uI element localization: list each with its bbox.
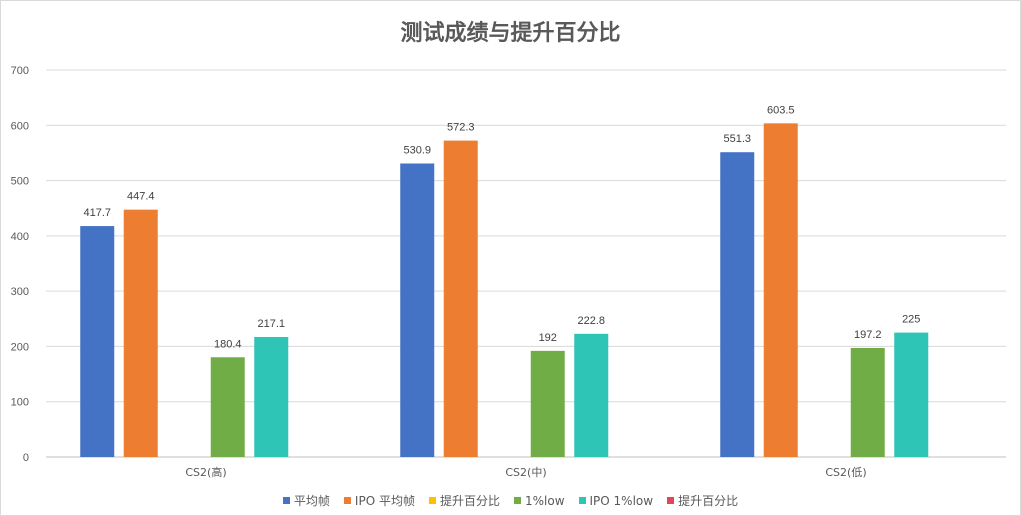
bar [254, 336, 289, 457]
data-label: 530.9 [403, 144, 431, 156]
x-tick-label: CS2(低) [825, 466, 866, 479]
legend-item: 1%low [513, 492, 565, 509]
bar [443, 140, 478, 457]
y-tick-label: 200 [11, 341, 29, 353]
x-tick-label: CS2(中) [505, 466, 546, 479]
legend-swatch [578, 497, 586, 504]
legend-label: IPO 1%low [589, 493, 654, 508]
chart-legend: 平均帧 IPO 平均帧 提升百分比 1%low IPO 1%low 提升百分比 [1, 492, 1020, 509]
legend-item: IPO 平均帧 [343, 492, 415, 509]
y-tick-label: 600 [11, 120, 29, 132]
data-label: 603.5 [767, 104, 795, 116]
y-tick-label: 0 [23, 452, 29, 464]
legend-label: 提升百分比 [439, 494, 500, 508]
legend-item: 提升百分比 [428, 492, 500, 509]
chart-title: 测试成绩与提升百分比 [400, 21, 621, 46]
data-label: 551.3 [723, 133, 751, 145]
data-label: 197.2 [854, 329, 882, 341]
legend-label: 1%low [524, 493, 565, 508]
bar [574, 333, 609, 457]
bar [850, 347, 885, 457]
data-label: 222.8 [577, 315, 605, 327]
legend-label: IPO 平均帧 [354, 494, 415, 508]
data-label: 417.7 [83, 207, 111, 219]
bar [530, 350, 565, 457]
legend-swatch [428, 497, 436, 504]
legend-swatch [343, 497, 351, 504]
data-label: 180.4 [214, 338, 242, 350]
y-tick-label: 100 [11, 397, 29, 409]
legend-swatch [513, 497, 521, 504]
legend-item: IPO 1%low [578, 492, 654, 509]
bar [210, 357, 245, 457]
y-tick-label: 300 [11, 286, 29, 298]
bar [720, 152, 755, 458]
legend-item: 平均帧 [282, 492, 330, 509]
bar [400, 163, 435, 457]
data-label: 217.1 [257, 318, 285, 330]
legend-label: 提升百分比 [678, 494, 739, 508]
bar [894, 332, 929, 457]
legend-swatch [282, 497, 290, 504]
y-tick-label: 400 [11, 231, 29, 243]
y-tick-label: 500 [11, 176, 29, 188]
data-label: 192 [539, 332, 557, 344]
bar [123, 209, 158, 457]
data-label: 447.4 [127, 191, 155, 203]
legend-label: 平均帧 [293, 494, 330, 508]
data-label: 572.3 [447, 122, 475, 134]
legend-item: 提升百分比 [667, 492, 738, 509]
y-tick-label: 700 [11, 65, 29, 77]
x-tick-label: CS2(高) [185, 465, 226, 479]
bar [80, 226, 115, 457]
data-label: 225 [902, 314, 920, 326]
bar [763, 123, 798, 458]
legend-swatch [667, 497, 675, 504]
